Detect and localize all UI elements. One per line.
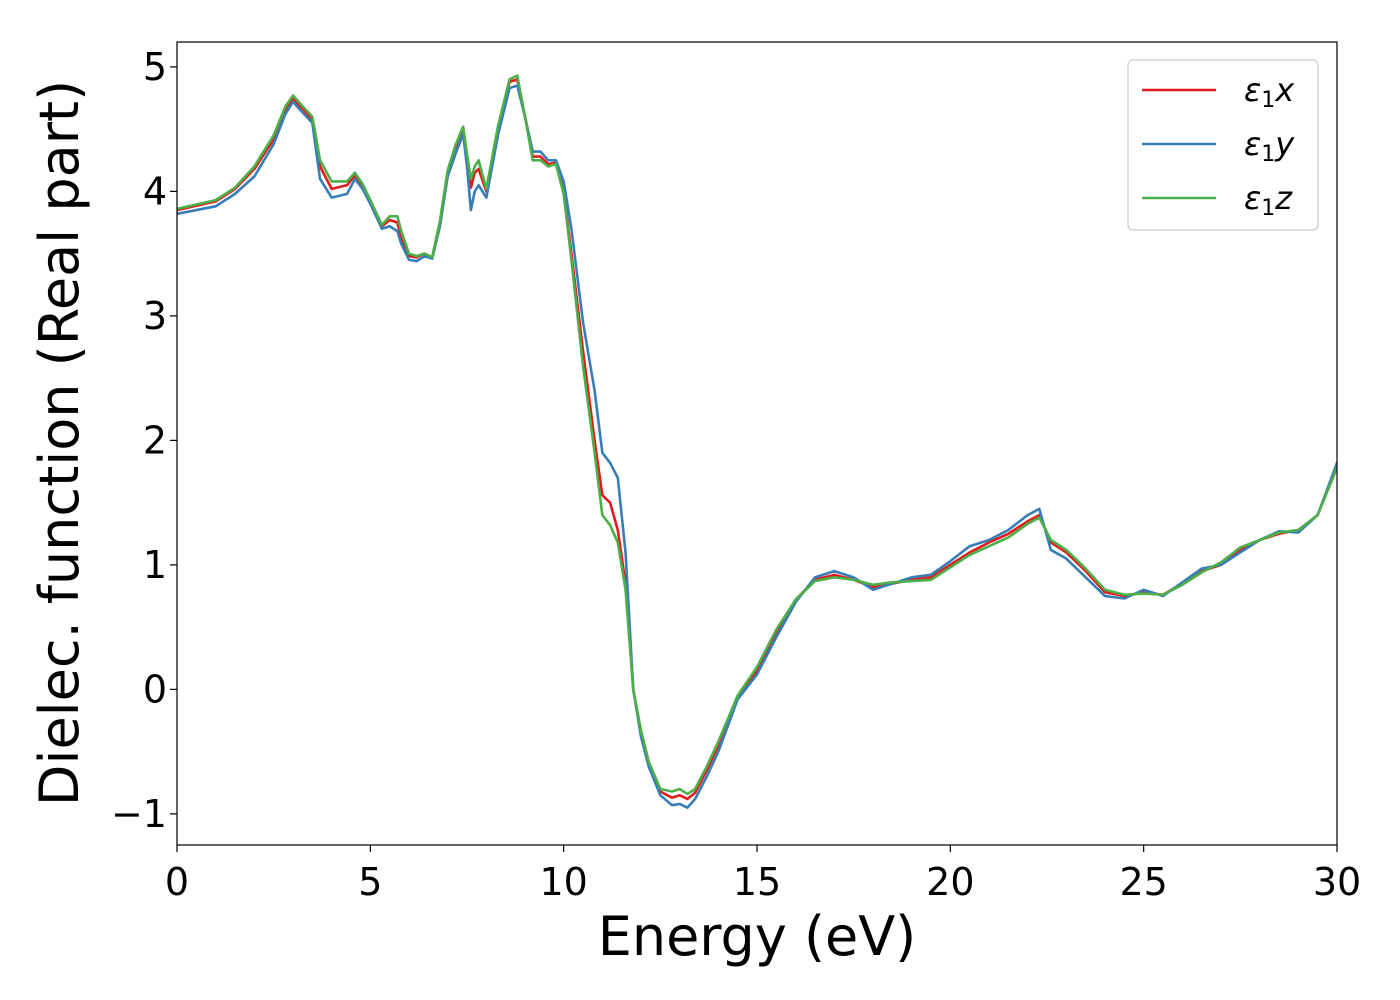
legend-label-x: ε1x xyxy=(1244,71,1295,113)
y-tick-label: 5 xyxy=(143,45,167,89)
legend-box xyxy=(1127,59,1319,231)
y-tick-label: −1 xyxy=(111,792,167,836)
x-tick-label: 10 xyxy=(539,860,587,904)
series-line-z xyxy=(177,74,1337,796)
x-tick-label: 0 xyxy=(165,860,189,904)
legend-label-y: ε1y xyxy=(1244,125,1295,167)
legend-label-z: ε1z xyxy=(1244,179,1293,221)
x-tick-label: 30 xyxy=(1313,860,1361,904)
x-tick-label: 5 xyxy=(358,860,382,904)
y-tick-label: 0 xyxy=(143,667,167,711)
x-tick-label: 15 xyxy=(733,860,781,904)
x-axis: 0 5 10 15 20 25 30 xyxy=(165,845,1361,904)
x-axis-label: Energy (eV) xyxy=(598,905,917,968)
y-tick-label: 1 xyxy=(143,543,167,587)
x-tick-label: 25 xyxy=(1119,860,1167,904)
y-axis: −1 0 1 2 3 4 5 xyxy=(111,45,177,836)
y-tick-label: 2 xyxy=(143,418,167,462)
x-tick-label: 20 xyxy=(926,860,974,904)
series-line-y xyxy=(177,84,1337,809)
y-axis-label: Dielec. function (Real part) xyxy=(28,80,91,806)
legend: ε1x ε1y ε1z xyxy=(1127,59,1319,231)
y-tick-label: 4 xyxy=(143,169,167,213)
y-tick-label: 3 xyxy=(143,294,167,338)
series-layer xyxy=(177,74,1337,809)
